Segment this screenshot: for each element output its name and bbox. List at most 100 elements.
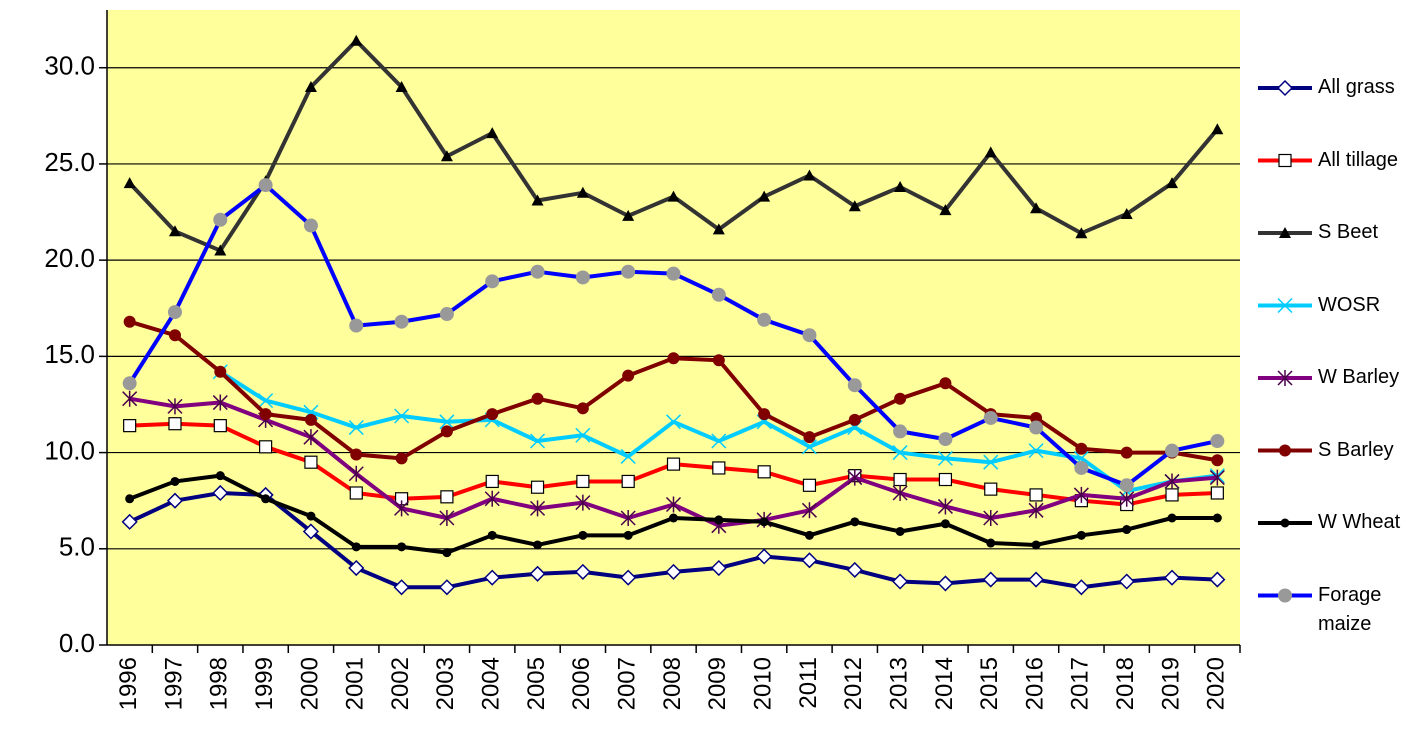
marker	[1027, 571, 1045, 588]
marker	[1165, 443, 1180, 458]
marker	[940, 519, 950, 529]
x-tick-label: 2014	[931, 657, 958, 710]
legend-label: W Wheat	[1318, 511, 1401, 533]
marker	[485, 474, 499, 489]
marker	[665, 563, 682, 580]
x-tick-label: 1997	[160, 657, 187, 710]
marker	[1075, 442, 1088, 455]
marker	[306, 511, 316, 521]
marker	[802, 478, 817, 492]
marker	[1120, 446, 1133, 459]
marker	[212, 394, 228, 411]
marker	[665, 496, 682, 513]
marker	[757, 312, 772, 327]
marker	[1076, 530, 1086, 540]
marker	[804, 530, 814, 540]
marker	[122, 390, 138, 407]
marker	[439, 307, 454, 322]
marker	[442, 548, 452, 558]
marker	[348, 559, 365, 577]
marker	[394, 408, 410, 424]
marker	[983, 510, 999, 526]
x-tick-label: 2020	[1203, 657, 1230, 710]
marker	[121, 513, 138, 530]
marker	[984, 482, 998, 496]
marker	[939, 204, 952, 216]
marker	[847, 378, 862, 393]
marker	[304, 80, 317, 92]
marker	[303, 218, 318, 233]
marker	[938, 472, 953, 487]
marker	[123, 177, 136, 189]
marker	[122, 376, 137, 391]
x-tick-label: 2004	[478, 657, 505, 710]
marker	[1073, 486, 1089, 503]
marker	[123, 419, 137, 433]
marker	[215, 471, 225, 481]
marker	[893, 472, 907, 487]
y-tick-label: 25.0	[44, 147, 95, 177]
marker	[531, 392, 544, 405]
marker	[1030, 202, 1043, 214]
marker	[304, 413, 317, 426]
marker	[669, 513, 678, 523]
marker	[576, 474, 590, 489]
marker	[1119, 490, 1135, 507]
marker	[1166, 177, 1179, 189]
marker	[167, 398, 183, 415]
marker	[1278, 153, 1292, 168]
y-tick-label: 30.0	[44, 51, 95, 81]
x-tick-label: 2011	[795, 657, 822, 709]
x-tick-label: 2002	[387, 657, 414, 710]
marker	[802, 328, 817, 343]
x-tick-label: 2009	[704, 657, 731, 710]
marker	[1277, 370, 1293, 386]
marker	[666, 457, 681, 471]
marker	[937, 498, 953, 515]
legend-label: All tillage	[1318, 148, 1399, 171]
marker	[847, 469, 863, 486]
marker	[1122, 525, 1132, 535]
marker	[986, 538, 996, 548]
marker	[621, 474, 635, 489]
marker	[213, 419, 227, 433]
x-tick-label: 2015	[976, 657, 1003, 710]
marker	[349, 318, 364, 333]
marker	[167, 305, 182, 320]
x-tick-label: 2017	[1067, 657, 1094, 710]
x-tick-label: 2019	[1157, 657, 1184, 710]
marker	[1031, 540, 1041, 550]
marker	[1119, 478, 1134, 493]
y-tick-label: 15.0	[44, 339, 95, 369]
marker	[576, 402, 589, 415]
marker	[1164, 473, 1180, 490]
series	[122, 390, 1225, 534]
x-tick-label: 1998	[206, 657, 233, 710]
marker	[351, 542, 361, 552]
marker	[166, 492, 184, 509]
marker	[530, 433, 546, 449]
marker	[394, 314, 409, 329]
marker	[485, 274, 500, 289]
x-tick-label: 1999	[251, 657, 278, 710]
marker	[803, 431, 816, 444]
marker	[758, 408, 771, 421]
marker	[1163, 569, 1181, 586]
marker	[1278, 588, 1292, 603]
marker	[801, 439, 817, 455]
marker	[710, 559, 727, 577]
marker	[894, 181, 907, 193]
marker	[574, 563, 591, 580]
marker	[530, 480, 545, 494]
marker	[531, 194, 544, 206]
marker	[846, 561, 863, 579]
marker	[530, 264, 545, 279]
marker	[1211, 123, 1224, 135]
marker	[261, 494, 271, 504]
marker	[1073, 579, 1090, 596]
marker	[575, 427, 591, 443]
x-tick-label: 2012	[840, 657, 867, 710]
marker	[168, 225, 181, 237]
marker	[1276, 79, 1294, 97]
